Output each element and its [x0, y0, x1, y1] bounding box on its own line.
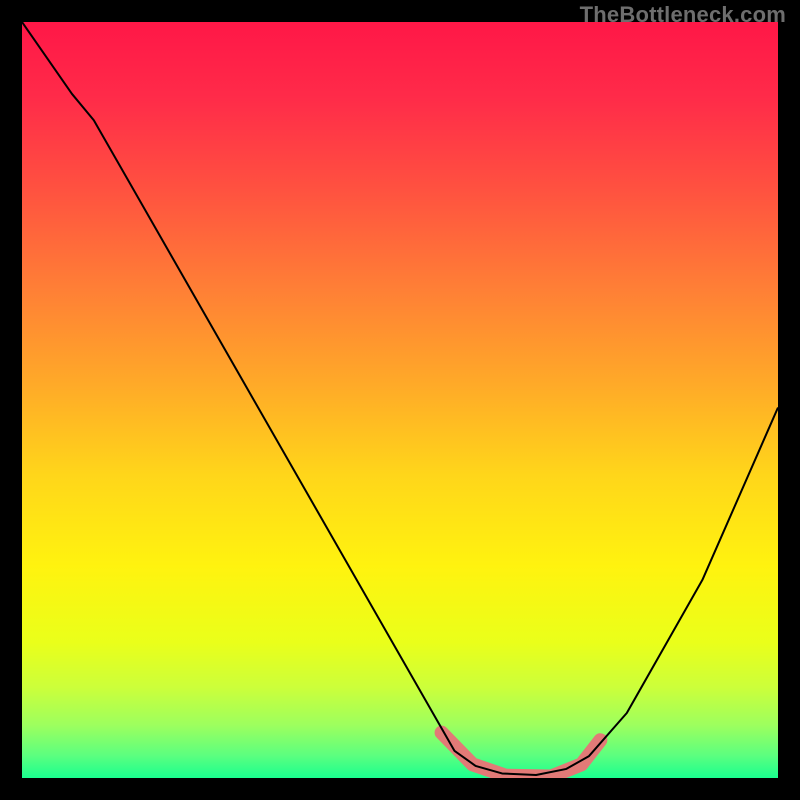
chart-background [22, 22, 778, 778]
watermark-text: TheBottleneck.com [580, 2, 786, 28]
chart-svg [22, 22, 778, 778]
chart-plot-area [22, 22, 778, 778]
